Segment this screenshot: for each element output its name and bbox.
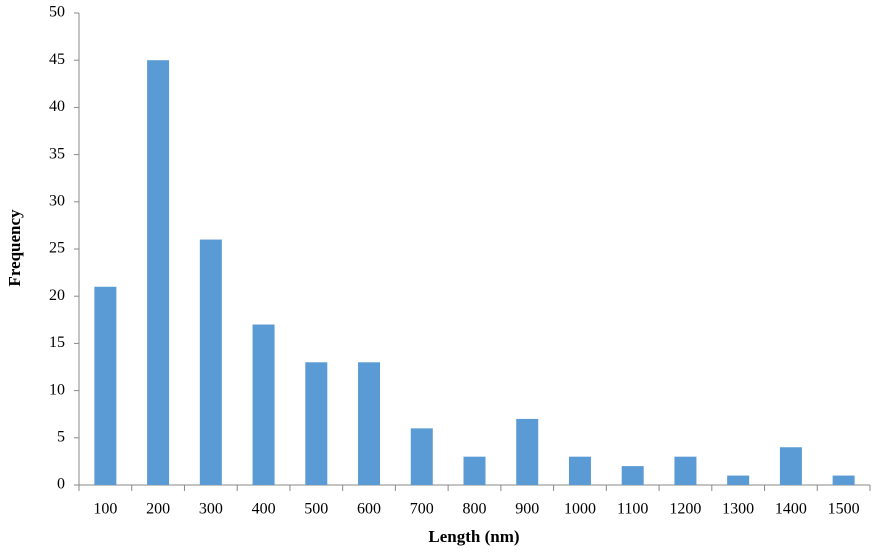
x-tick-label: 1100 xyxy=(617,501,648,518)
bar xyxy=(779,447,802,485)
y-tick-label: 30 xyxy=(49,192,65,209)
bar xyxy=(94,286,117,485)
x-tick-label: 100 xyxy=(93,501,117,518)
x-tick-label: 1000 xyxy=(564,501,596,518)
x-tick-label: 400 xyxy=(252,501,276,518)
y-tick-label: 10 xyxy=(49,381,65,398)
bar xyxy=(832,475,855,485)
y-tick-label: 25 xyxy=(49,240,65,257)
x-tick-label: 800 xyxy=(463,501,487,518)
bar xyxy=(568,456,591,485)
bar xyxy=(305,362,328,485)
y-tick-label: 20 xyxy=(49,287,65,304)
bar xyxy=(674,456,697,485)
x-tick-label: 1500 xyxy=(828,501,860,518)
y-tick-label: 35 xyxy=(49,145,65,162)
x-tick-label: 200 xyxy=(146,501,170,518)
bar xyxy=(463,456,486,485)
bar xyxy=(147,60,170,485)
x-tick-label: 700 xyxy=(410,501,434,518)
y-tick-label: 0 xyxy=(57,476,65,493)
bar xyxy=(516,418,539,485)
bar xyxy=(727,475,750,485)
bar xyxy=(358,362,381,485)
x-tick-label: 600 xyxy=(357,501,381,518)
bar xyxy=(621,466,644,485)
x-tick-label: 500 xyxy=(304,501,328,518)
bar xyxy=(199,239,222,485)
x-tick-label: 1400 xyxy=(775,501,807,518)
y-tick-label: 45 xyxy=(49,51,65,68)
y-tick-label: 40 xyxy=(49,98,65,115)
bar xyxy=(252,324,275,485)
y-axis-title: Frequency xyxy=(5,209,24,287)
bar xyxy=(410,428,433,485)
x-axis-title: Length (nm) xyxy=(428,527,519,546)
y-tick-label: 50 xyxy=(49,4,65,21)
x-tick-label: 900 xyxy=(515,501,539,518)
x-tick-label: 300 xyxy=(199,501,223,518)
x-tick-label: 1200 xyxy=(669,501,701,518)
y-tick-label: 15 xyxy=(49,334,65,351)
y-tick-label: 5 xyxy=(57,428,65,445)
x-tick-label: 1300 xyxy=(722,501,754,518)
